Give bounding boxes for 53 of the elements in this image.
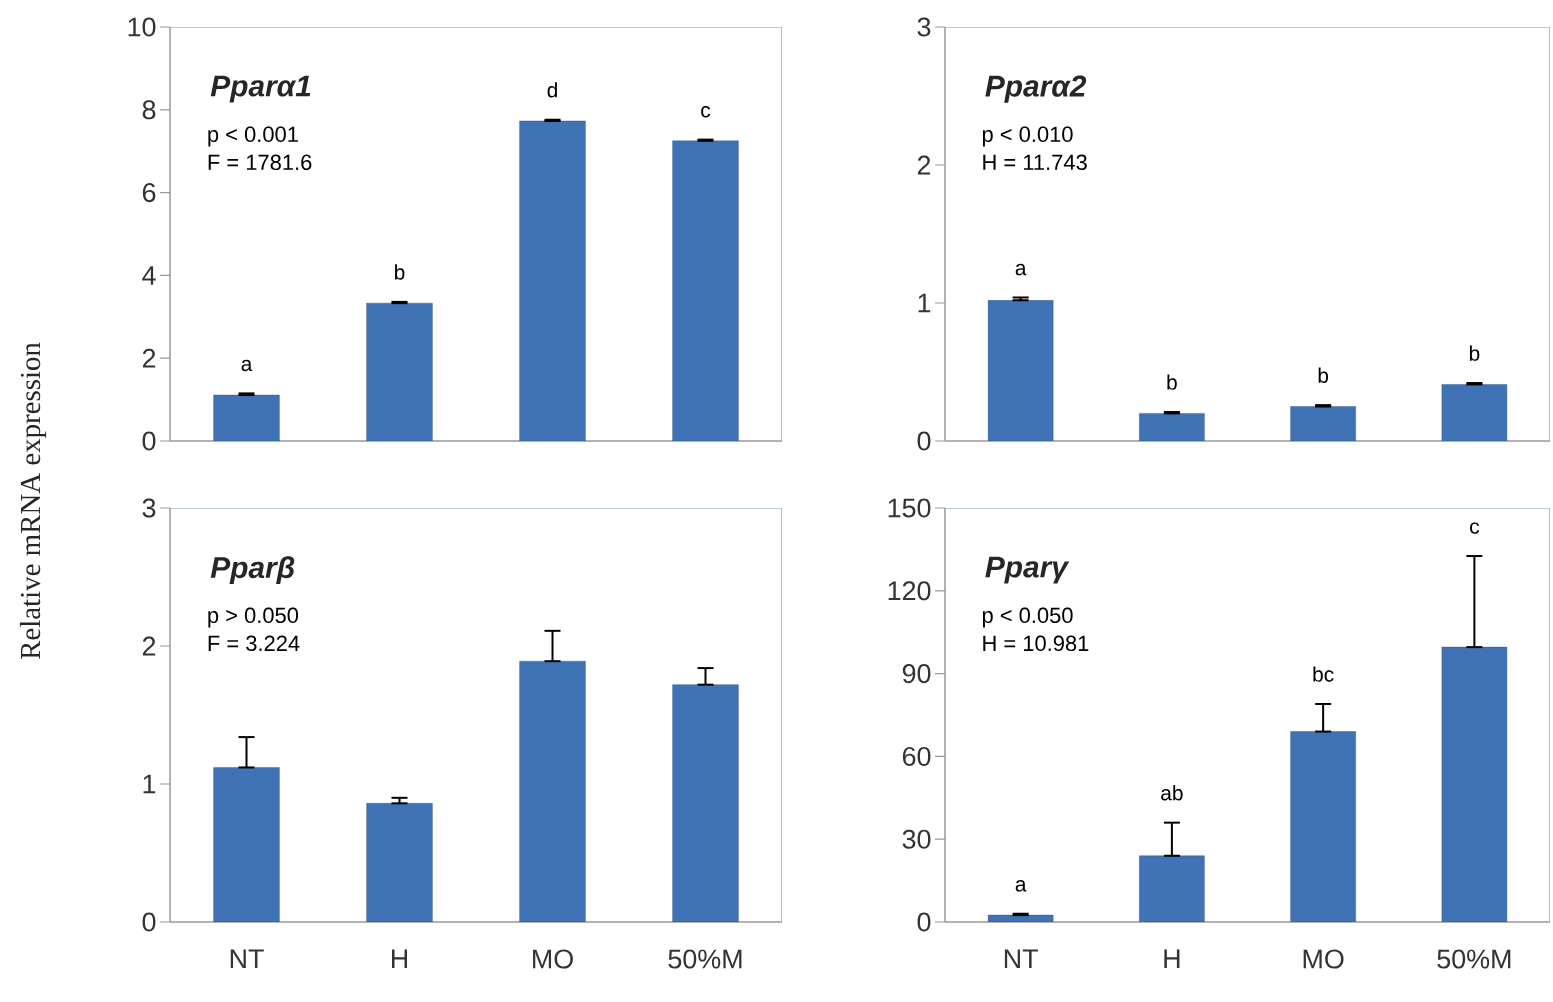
y-tick-label: 0 bbox=[917, 431, 931, 451]
y-tick-label: 0 bbox=[142, 431, 156, 451]
x-tick-label: H bbox=[1164, 949, 1180, 969]
y-tick-label: 90 bbox=[902, 664, 931, 684]
annotation: H = 11.743 bbox=[983, 154, 1087, 171]
annotation: b bbox=[1167, 374, 1177, 390]
y-tick-label: 8 bbox=[142, 100, 156, 120]
annotation: a bbox=[1015, 880, 1027, 892]
y-tick-label: 120 bbox=[888, 581, 931, 601]
annotation: b bbox=[1318, 367, 1329, 383]
annotation: F = 3.224 bbox=[208, 635, 300, 652]
annotation: p > 0.050 bbox=[208, 607, 299, 628]
x-tick-label: NT bbox=[230, 949, 264, 969]
y-tick-label: 0 bbox=[917, 912, 931, 932]
y-tick-label: 3 bbox=[917, 17, 931, 37]
x-tick-label: NT bbox=[1004, 949, 1038, 969]
y-tick-label: 2 bbox=[917, 155, 931, 175]
x-tick-label: MO bbox=[1303, 949, 1344, 969]
text: Pparβ bbox=[210, 556, 295, 585]
annotation: a bbox=[241, 359, 253, 372]
y-tick-label: 60 bbox=[902, 746, 931, 766]
text: Pparα2 bbox=[985, 75, 1087, 103]
x-tick-label: 50%M bbox=[1437, 949, 1511, 969]
text: Pparγ bbox=[985, 556, 1070, 584]
y-axis-title: Relative mRNA expression bbox=[19, 342, 47, 660]
y-tick-label: 2 bbox=[142, 348, 156, 368]
y-tick-label: 1 bbox=[143, 774, 156, 794]
annotation: p < 0.001 bbox=[208, 126, 298, 147]
y-tick-label: 10 bbox=[128, 17, 156, 37]
y-tick-label: 6 bbox=[142, 183, 156, 203]
annotation: p < 0.010 bbox=[982, 126, 1073, 147]
annotation: bc bbox=[1313, 666, 1334, 682]
y-tick-label: 4 bbox=[142, 266, 156, 285]
annotation: b bbox=[1469, 345, 1480, 361]
annotation: c bbox=[701, 105, 711, 118]
x-tick-label: 50%M bbox=[668, 949, 742, 969]
annotation: b bbox=[395, 264, 405, 280]
annotation: d bbox=[547, 82, 557, 98]
x-tick-label: MO bbox=[533, 949, 573, 969]
annotation: ab bbox=[1161, 785, 1183, 801]
annotation: p < 0.050 bbox=[982, 607, 1073, 628]
y-tick-label: 1 bbox=[918, 293, 931, 313]
y-tick-label: 30 bbox=[902, 829, 931, 849]
y-tick-label: 2 bbox=[142, 636, 156, 656]
x-tick-label: H bbox=[392, 949, 408, 969]
y-tick-label: 0 bbox=[142, 912, 156, 932]
annotation: H = 10.981 bbox=[983, 635, 1089, 652]
y-tick-label: 150 bbox=[888, 498, 931, 518]
annotation: a bbox=[1015, 263, 1027, 276]
annotation: c bbox=[1470, 522, 1480, 534]
annotation: F = 1781.6 bbox=[208, 154, 312, 171]
text: Pparα1 bbox=[210, 75, 311, 103]
y-tick-label: 3 bbox=[142, 498, 156, 518]
